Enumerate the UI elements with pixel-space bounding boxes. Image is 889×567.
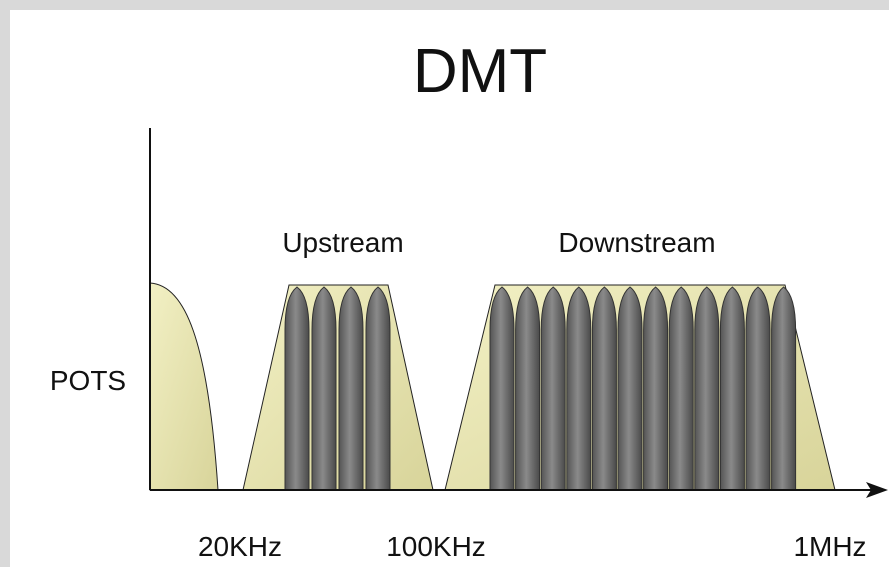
title: DMT — [413, 37, 547, 106]
carrier — [719, 286, 745, 491]
carrier — [745, 286, 771, 491]
carrier — [694, 286, 720, 491]
carrier — [643, 286, 669, 491]
axis-arrow — [866, 482, 888, 498]
downstream-label: Downstream — [558, 227, 715, 258]
carrier — [771, 286, 797, 491]
carrier — [365, 286, 391, 491]
carrier — [591, 286, 617, 491]
upstream-label: Upstream — [282, 227, 403, 258]
carrier — [515, 286, 541, 491]
frequency-label: 100KHz — [386, 531, 486, 562]
carrier — [566, 286, 592, 491]
carrier — [284, 286, 310, 491]
frequency-label: 1MHz — [793, 531, 866, 562]
carrier — [617, 286, 643, 491]
carrier — [668, 286, 694, 491]
frequency-label: 20KHz — [198, 531, 282, 562]
carrier — [311, 286, 337, 491]
pots-label: POTS — [50, 365, 126, 396]
carrier — [540, 286, 566, 491]
carrier — [489, 286, 515, 491]
carriers — [284, 286, 797, 491]
carrier — [338, 286, 364, 491]
pots-band — [149, 282, 219, 491]
